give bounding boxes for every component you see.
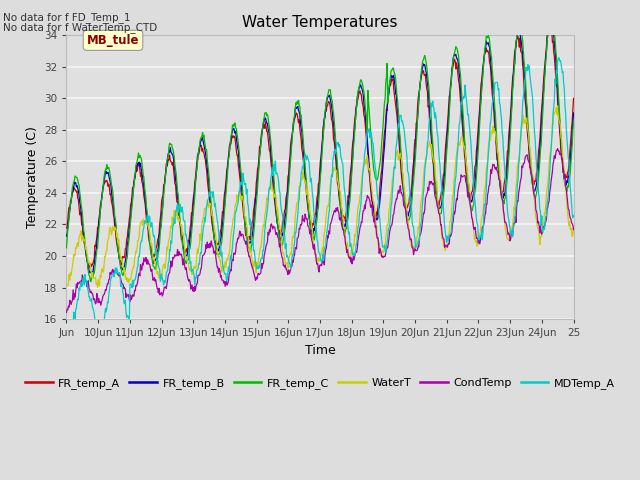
Text: No data for f WaterTemp_CTD: No data for f WaterTemp_CTD bbox=[3, 22, 157, 33]
Y-axis label: Temperature (C): Temperature (C) bbox=[26, 126, 38, 228]
Text: No data for f FD_Temp_1: No data for f FD_Temp_1 bbox=[3, 12, 131, 23]
Text: MB_tule: MB_tule bbox=[87, 34, 140, 47]
Title: Water Temperatures: Water Temperatures bbox=[243, 15, 397, 30]
X-axis label: Time: Time bbox=[305, 344, 335, 357]
Legend: FR_temp_A, FR_temp_B, FR_temp_C, WaterT, CondTemp, MDTemp_A: FR_temp_A, FR_temp_B, FR_temp_C, WaterT,… bbox=[20, 373, 620, 393]
